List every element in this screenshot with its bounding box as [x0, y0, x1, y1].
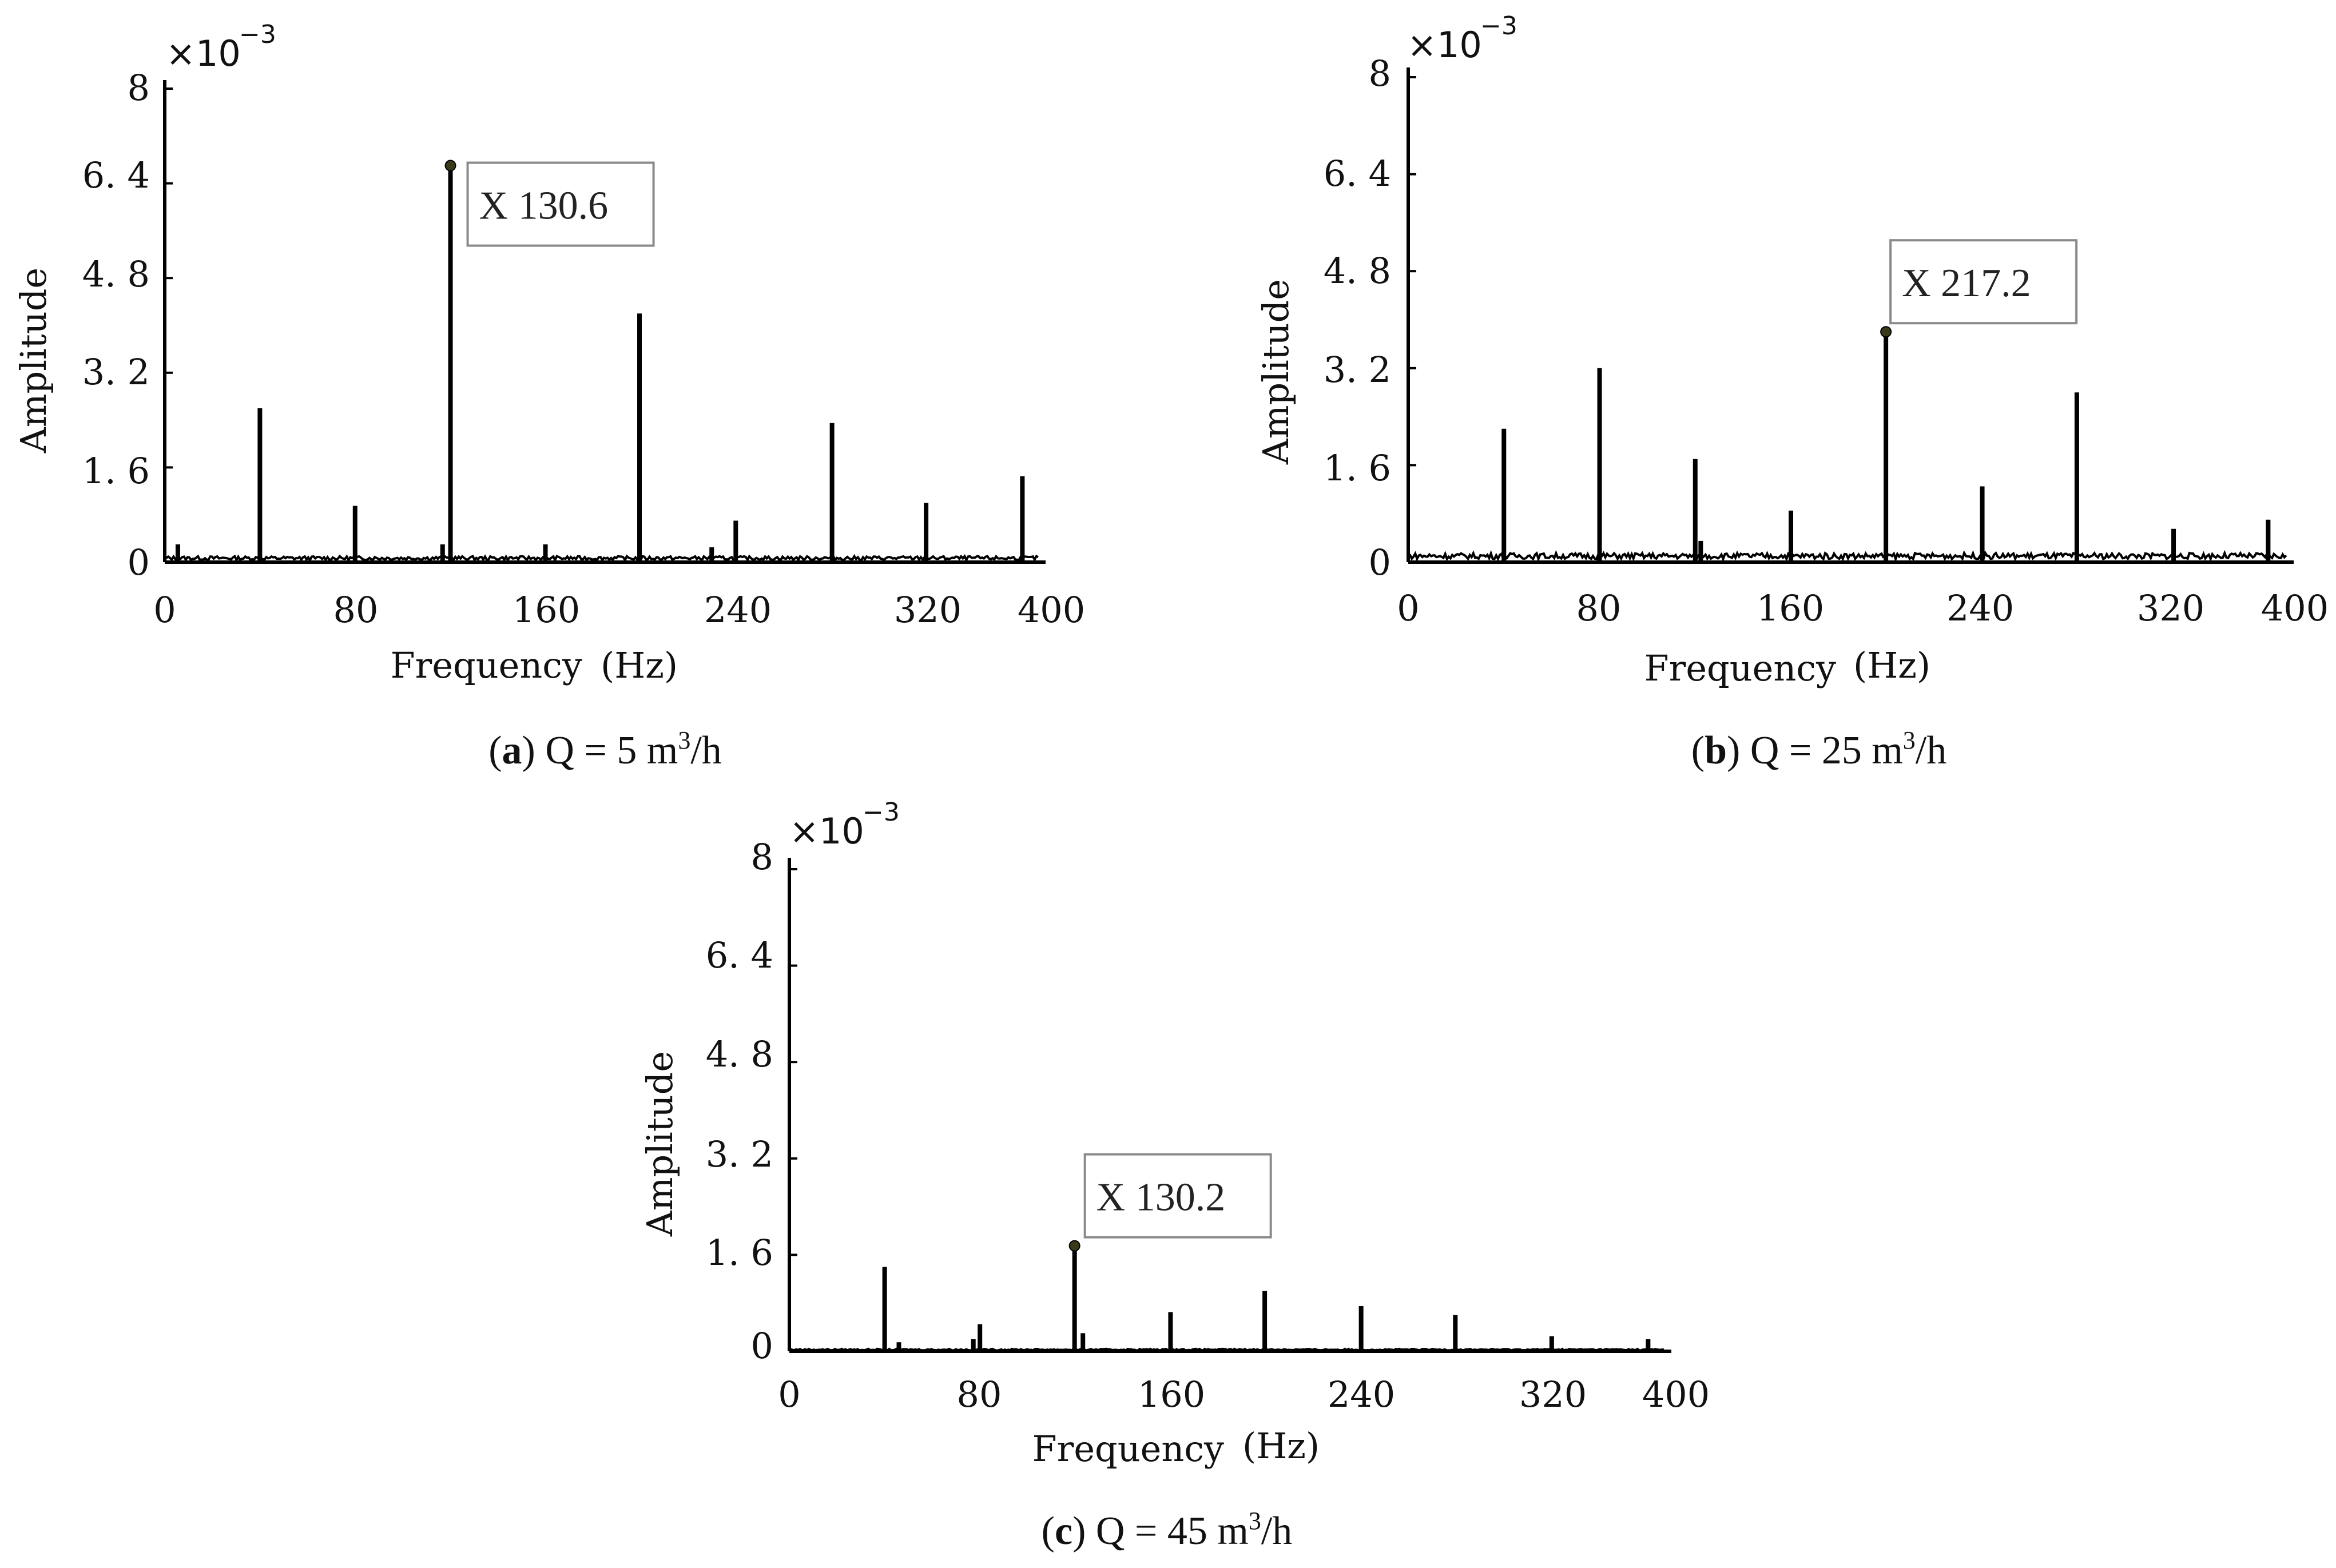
panel-b-datatip-box: X 217.2	[1880, 239, 2078, 338]
panel-b-xtick-400: 400	[2261, 587, 2329, 629]
panel-b-ytick-0: 0	[1369, 542, 1391, 583]
panel-c-caption-sup: 3	[1249, 1507, 1261, 1535]
panel-c-ytick-3.2: 3. 2	[706, 1133, 773, 1175]
panel-a-caption-q: Q = 5 m	[545, 729, 678, 773]
panel-c-caption-unit: /h	[1261, 1509, 1292, 1553]
panel-b-xtick-240: 240	[1946, 587, 2014, 629]
panel-a-caption: (a) Q = 5 m3/h	[488, 726, 722, 773]
panel-c-xlabel: Frequency	[1032, 1428, 1224, 1470]
panel-c-xtick-labels: 0 80 160 240 320 400	[778, 1374, 1710, 1415]
panel-b-ylabel: Amplitude	[1255, 279, 1297, 465]
panel-a-noise	[164, 554, 1039, 563]
panel-a-datatip-label: X 130.6	[479, 184, 609, 228]
panel-a-caption-unit: /h	[690, 729, 721, 773]
panel-a-xtick-400: 400	[1018, 589, 1085, 631]
panel-b-multiplier: ×10	[1407, 24, 1482, 66]
panel-b-noise	[1408, 550, 2287, 563]
panel-a-caption-sup: 3	[678, 726, 690, 754]
panel-a-noise-line	[164, 554, 1039, 563]
panel-c-datatip-marker	[1068, 1240, 1080, 1252]
panel-a-ytick-6.4: 6. 4	[82, 154, 150, 196]
panel-c-ytick-6.4: 6. 4	[706, 934, 773, 976]
panel-a-peaks	[165, 87, 1025, 563]
panel-c-ytick-1.6: 1. 6	[706, 1232, 773, 1273]
panel-b-noise-line	[1408, 550, 2287, 563]
panel-b-xtick-labels: 0 80 160 240 320 400	[1397, 587, 2329, 629]
panel-b-caption: (b) Q = 25 m3/h	[1691, 726, 1947, 773]
panel-b-caption-q: Q = 25 m	[1750, 729, 1903, 773]
panel-a-ylabel: Amplitude	[13, 268, 54, 453]
panel-b-xunit: (Hz)	[1853, 644, 1930, 686]
panel-c-xtick-240: 240	[1328, 1374, 1395, 1415]
panel-b-multiplier-exp: −3	[1480, 11, 1517, 41]
panel-c-ylabel: Amplitude	[639, 1051, 681, 1237]
panel-b-datatip-label: X 217.2	[1902, 261, 2031, 305]
panel-c-caption-q: Q = 45 m	[1096, 1509, 1249, 1553]
panel-c-ytick-4.8: 4. 8	[706, 1033, 773, 1075]
panel-b-ytick-labels: 8 6. 4 4. 8 3. 2 1. 6 0	[1324, 53, 1391, 583]
panel-a-xtick-320: 320	[894, 589, 962, 631]
panel-a-multiplier-exp: −3	[239, 20, 276, 49]
panel-c-peaks	[789, 868, 1651, 1352]
panel-a-xtick-0: 0	[153, 589, 176, 631]
panel-c-datatip-label: X 130.2	[1097, 1176, 1226, 1220]
panel-b-ytick-4.8: 4. 8	[1324, 250, 1391, 292]
panel-b-ytick-8: 8	[1369, 53, 1391, 94]
panel-a-ytick-3.2: 3. 2	[82, 351, 150, 393]
panel-c-ytick-labels: 8 6. 4 4. 8 3. 2 1. 6 0	[706, 836, 773, 1367]
panel-b-ytick-3.2: 3. 2	[1324, 349, 1391, 391]
panel-c-multiplier: ×10	[789, 810, 864, 852]
panel-c-caption-letter: c	[1055, 1509, 1072, 1553]
panel-c-xunit: (Hz)	[1242, 1425, 1320, 1467]
panel-b-datatip-frame	[1889, 239, 2078, 325]
panel-b-caption-letter: b	[1705, 729, 1727, 773]
panel-c-xtick-80: 80	[957, 1374, 1002, 1415]
panel-c-xtick-400: 400	[1642, 1374, 1710, 1415]
panel-a-xtick-labels: 0 80 160 240 320 400	[153, 589, 1085, 631]
panel-c-datatip-frame	[1083, 1153, 1272, 1239]
panel-a-multiplier: ×10	[166, 33, 241, 74]
panel-a-xunit: (Hz)	[601, 644, 678, 686]
panel-a-datatip-marker	[444, 160, 456, 172]
panel-b-caption-sup: 3	[1903, 726, 1916, 754]
panel-b-ytick-6.4: 6. 4	[1324, 153, 1391, 194]
panel-a-ytick-1.6: 1. 6	[82, 450, 150, 492]
panel-a-caption-letter: a	[502, 729, 522, 773]
panel-a-datatip-box: X 130.6	[444, 160, 655, 247]
panel-a-xtick-80: 80	[333, 589, 379, 631]
panel-a: ×10 −3 8 6. 4 4. 8 3. 2 1. 6 0 0 80 160 …	[13, 20, 1085, 773]
panel-a-ytick-0: 0	[128, 542, 150, 583]
panel-c-xtick-320: 320	[1519, 1374, 1587, 1415]
panel-c-xtick-160: 160	[1138, 1374, 1205, 1415]
panel-b-xtick-0: 0	[1397, 587, 1419, 629]
panel-a-ytick-labels: 8 6. 4 4. 8 3. 2 1. 6 0	[82, 67, 150, 583]
panel-b-caption-unit: /h	[1916, 729, 1946, 773]
panel-c: ×10 −3 8 6. 4 4. 8 3. 2 1. 6 0 0 80 160 …	[639, 798, 1710, 1553]
panel-c-ytick-8: 8	[751, 836, 773, 878]
panel-a-datatip-frame	[466, 161, 655, 247]
panel-b-xtick-320: 320	[2137, 587, 2204, 629]
panel-a-xtick-240: 240	[704, 589, 772, 631]
panel-b-xlabel: Frequency	[1644, 647, 1836, 689]
panel-c-xtick-0: 0	[778, 1374, 800, 1415]
panel-c-multiplier-exp: −3	[863, 798, 900, 827]
panel-a-ytick-8: 8	[128, 67, 150, 109]
panel-c-caption: (c) Q = 45 m3/h	[1042, 1507, 1293, 1553]
panel-b: ×10 −3 8 6. 4 4. 8 3. 2 1. 6 0 0 80 160 …	[1255, 11, 2329, 773]
panel-b-peaks	[1408, 76, 2271, 563]
panel-a-xtick-160: 160	[513, 589, 580, 631]
panel-a-xlabel: Frequency	[391, 644, 582, 686]
panel-b-xtick-160: 160	[1757, 587, 1824, 629]
panel-c-ytick-0: 0	[751, 1325, 773, 1367]
panel-c-datatip-box: X 130.2	[1068, 1153, 1272, 1252]
panel-b-ytick-1.6: 1. 6	[1324, 447, 1391, 489]
panel-a-ytick-4.8: 4. 8	[82, 253, 150, 295]
panel-b-datatip-marker	[1880, 326, 1892, 338]
panel-b-xtick-80: 80	[1576, 587, 1622, 629]
